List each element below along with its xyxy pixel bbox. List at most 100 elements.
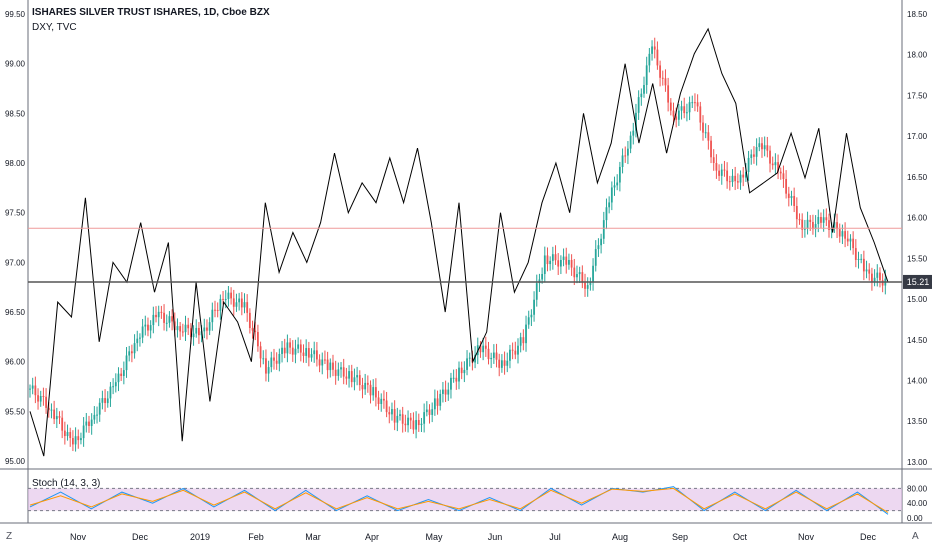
candle-body [332, 362, 334, 370]
time-tick-label: Oct [733, 532, 748, 542]
candle-body [139, 337, 141, 339]
candle-body [742, 174, 745, 178]
candle-body [69, 432, 72, 439]
dxy-series-line [29, 27, 889, 457]
candle-body [235, 302, 238, 307]
candle-body [790, 196, 793, 199]
candle-body [246, 302, 249, 313]
candle-body [814, 224, 817, 230]
candle-body [578, 272, 581, 275]
right-tick-label: 16.00 [907, 214, 928, 223]
candle-body [710, 140, 712, 158]
candle-body [187, 324, 190, 329]
candle-body [248, 312, 251, 329]
candle-body [777, 162, 779, 172]
time-tick-label: Jul [549, 532, 561, 542]
candle-body [680, 106, 683, 111]
right-tick-label: 15.00 [907, 295, 928, 304]
candle-body [214, 309, 216, 311]
candle-body [50, 409, 53, 411]
candle-body [624, 155, 627, 157]
candle-body [498, 359, 501, 368]
candle-body [321, 359, 324, 366]
candle-body [291, 347, 294, 355]
candle-body [637, 97, 640, 113]
candle-body [844, 231, 846, 239]
candle-body [420, 423, 423, 426]
candle-body [37, 395, 39, 402]
candle-body [795, 205, 798, 220]
candle-body [144, 324, 147, 327]
candle-body [503, 360, 506, 366]
candle-body [779, 171, 782, 174]
candle-body [656, 49, 659, 66]
candle-body [782, 173, 785, 180]
candle-body [852, 238, 855, 249]
candle-body [691, 102, 694, 104]
stoch-tick-label: 40.00 [907, 499, 928, 508]
candle-body [618, 166, 621, 183]
candle-body [643, 85, 645, 94]
candle-body [468, 357, 471, 359]
candle-body [350, 371, 353, 383]
candle-body [761, 143, 763, 150]
candle-body [431, 409, 434, 415]
candle-body [165, 322, 168, 324]
candle-body [785, 179, 788, 194]
candle-body [396, 415, 399, 423]
candle-body [632, 130, 635, 136]
candle-body [511, 349, 514, 351]
candle-body [487, 348, 490, 360]
candle-body [452, 377, 455, 379]
candle-body [66, 432, 69, 437]
candle-body [93, 414, 96, 420]
candle-body [495, 352, 498, 360]
candle-body [425, 409, 428, 413]
candle-body [307, 348, 310, 358]
candle-body [747, 157, 750, 173]
auto-scale-button[interactable]: A [912, 531, 919, 542]
left-tick-label: 97.50 [5, 209, 26, 218]
candle-body [857, 258, 860, 260]
candle-body [444, 389, 447, 395]
candle-body [739, 174, 742, 183]
candle-body [388, 412, 391, 415]
candle-body [820, 216, 822, 223]
candle-body [265, 358, 267, 374]
candle-body [262, 358, 265, 360]
candle-body [527, 317, 530, 325]
candle-body [758, 143, 761, 148]
candle-body [356, 375, 359, 378]
candle-body [514, 350, 517, 355]
time-tick-label: Jun [488, 532, 503, 542]
candle-body [455, 377, 458, 382]
candle-body [627, 148, 629, 156]
candle-body [415, 420, 417, 430]
candle-body [176, 326, 179, 331]
candle-body [345, 376, 348, 379]
candle-body [509, 349, 511, 361]
candle-body [565, 256, 568, 265]
timezone-button[interactable]: Z [6, 531, 13, 542]
candle-body [208, 322, 211, 331]
candle-body [216, 309, 219, 311]
candle-body [222, 298, 224, 300]
candle-body [570, 259, 573, 268]
left-tick-label: 95.00 [5, 457, 26, 466]
left-tick-label: 99.00 [5, 60, 26, 69]
candle-body [257, 332, 259, 347]
candle-body [184, 324, 187, 333]
candle-body [195, 327, 198, 334]
time-tick-label: Nov [70, 532, 87, 542]
candle-body [876, 272, 879, 278]
candle-body [189, 328, 192, 338]
candle-body [854, 248, 857, 260]
candle-body [289, 342, 291, 348]
candle-body [809, 219, 812, 222]
candle-body [155, 314, 157, 318]
candle-body [364, 382, 367, 390]
candle-body [29, 388, 31, 390]
candle-body [694, 102, 696, 104]
